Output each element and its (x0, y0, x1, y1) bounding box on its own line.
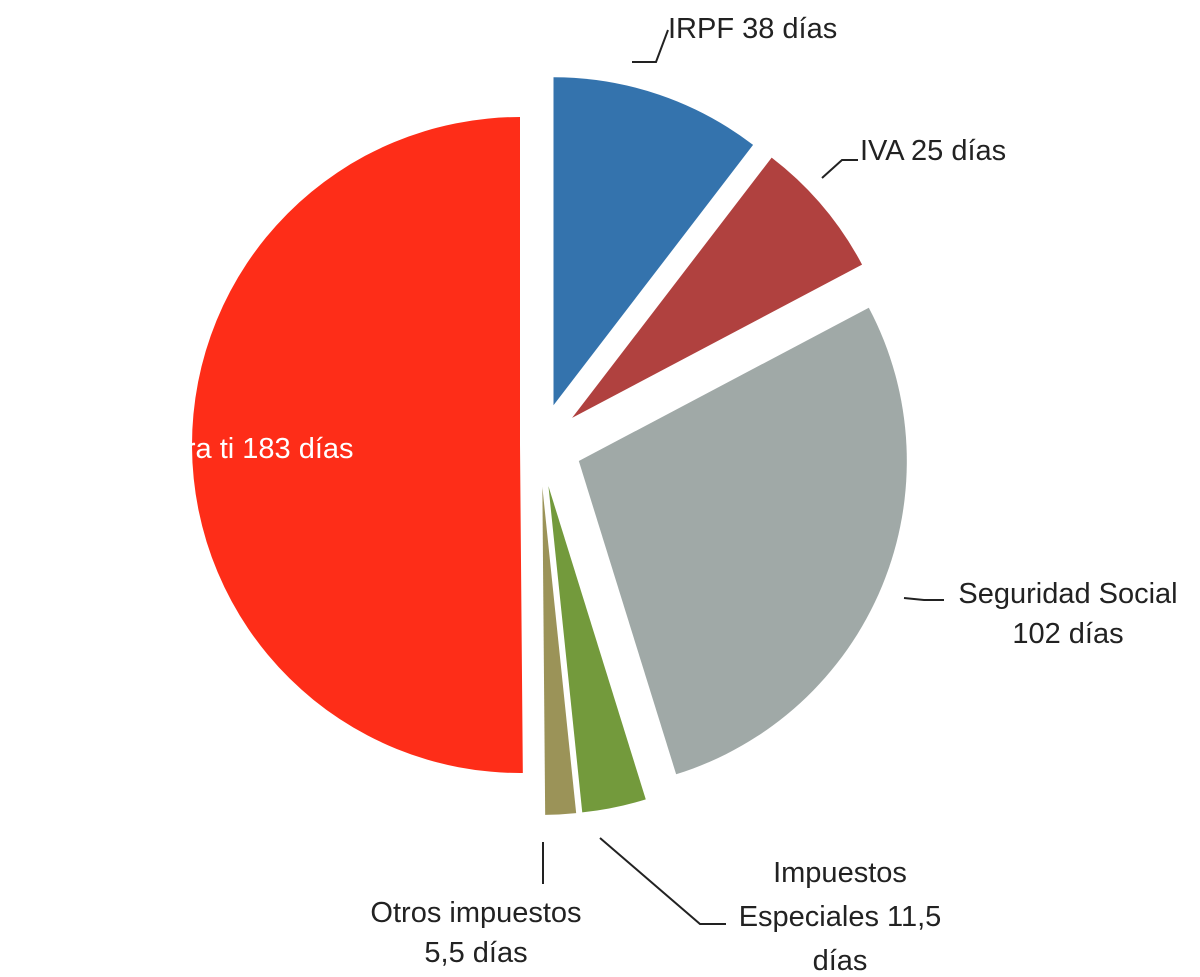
label-leader-lines (542, 29, 944, 925)
slice-label-impuestos-especiales: Impuestos Especiales 11,5 días (739, 857, 942, 977)
slice-label-irpf: IRPF 38 días (668, 13, 837, 45)
pie-slice-impuestos-especiales (548, 486, 646, 813)
slice-label-seguridad-social: Seguridad Social 102 días (958, 578, 1177, 650)
pie-slice-seguridad-social (578, 307, 907, 775)
leader-line-iva (821, 159, 858, 179)
pie-slices (191, 77, 907, 815)
leader-line-irpf (632, 29, 669, 63)
pie-slice-para-ti (191, 117, 523, 774)
pie-slice-iva (572, 157, 863, 418)
slice-label-iva: IVA 25 días (860, 135, 1006, 167)
slice-label-line: 5,5 días (424, 937, 527, 969)
pie-slice-irpf (553, 77, 754, 406)
slice-label-line: Otros impuestos (370, 897, 581, 929)
slice-label-line: IVA 25 días (860, 135, 1006, 167)
slice-labels: IRPF 38 días IVA 25 días Seguridad Social 1… (150, 13, 1177, 977)
slice-label-line: Impuestos (773, 857, 907, 889)
slice-label-line: Especiales 11,5 (739, 901, 942, 933)
slice-label-line: Seguridad Social (958, 578, 1177, 610)
leader-line-impuestos-especiales (599, 837, 726, 925)
slice-label-line: 102 días (1012, 618, 1123, 650)
slice-label-line: Para ti 183 días (150, 433, 353, 465)
slice-label-line: IRPF 38 días (668, 13, 837, 45)
slice-label-line: días (813, 945, 868, 977)
slice-label-para-ti: Para ti 183 días (150, 433, 353, 465)
slice-label-otros-impuestos: Otros impuestos 5,5 días (370, 897, 581, 969)
pie-slice-otros-impuestos (542, 486, 577, 815)
leader-line-seguridad-social (903, 597, 944, 601)
